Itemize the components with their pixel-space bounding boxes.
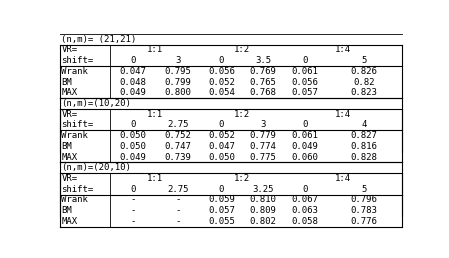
Text: 5: 5 <box>361 56 367 65</box>
Text: 1:1: 1:1 <box>147 45 163 54</box>
Text: 0.059: 0.059 <box>208 195 235 204</box>
Text: 0.747: 0.747 <box>164 142 191 151</box>
Text: (n,m)= (21,21): (n,m)= (21,21) <box>62 35 136 44</box>
Text: 0.054: 0.054 <box>208 88 235 97</box>
Text: (n,m)=(20,10): (n,m)=(20,10) <box>62 163 131 172</box>
Text: VR=: VR= <box>62 110 78 119</box>
Text: 0.063: 0.063 <box>291 206 318 215</box>
Text: 0: 0 <box>130 185 135 194</box>
Text: 0.061: 0.061 <box>291 67 318 76</box>
Text: 0.047: 0.047 <box>119 67 146 76</box>
Text: 0.809: 0.809 <box>250 206 277 215</box>
Text: 0.796: 0.796 <box>351 195 378 204</box>
Text: 0.776: 0.776 <box>351 217 378 226</box>
Text: BM: BM <box>62 206 72 215</box>
Text: 0.060: 0.060 <box>291 152 318 162</box>
Text: -: - <box>130 195 135 204</box>
Text: BM: BM <box>62 142 72 151</box>
Text: 0.827: 0.827 <box>351 131 378 140</box>
Text: 0.765: 0.765 <box>250 78 277 87</box>
Text: 0.061: 0.061 <box>291 131 318 140</box>
Text: -: - <box>175 217 180 226</box>
Text: 1:1: 1:1 <box>147 110 163 119</box>
Text: 0.800: 0.800 <box>164 88 191 97</box>
Text: 0.050: 0.050 <box>208 152 235 162</box>
Text: 0.783: 0.783 <box>351 206 378 215</box>
Text: 0.802: 0.802 <box>250 217 277 226</box>
Text: 0.052: 0.052 <box>208 131 235 140</box>
Text: 0.826: 0.826 <box>351 67 378 76</box>
Text: MAX: MAX <box>62 88 78 97</box>
Text: 1:2: 1:2 <box>234 174 251 183</box>
Text: 0.052: 0.052 <box>208 78 235 87</box>
Text: 0.795: 0.795 <box>164 67 191 76</box>
Text: shift=: shift= <box>62 120 93 130</box>
Text: VR=: VR= <box>62 45 78 54</box>
Text: 3: 3 <box>260 120 266 130</box>
Text: Wrank: Wrank <box>62 67 88 76</box>
Text: VR=: VR= <box>62 174 78 183</box>
Text: -: - <box>130 217 135 226</box>
Text: 0.050: 0.050 <box>119 142 146 151</box>
Text: 1:2: 1:2 <box>234 110 251 119</box>
Text: 0: 0 <box>219 185 224 194</box>
Text: 0.056: 0.056 <box>208 67 235 76</box>
Text: -: - <box>175 206 180 215</box>
Text: 3.5: 3.5 <box>255 56 271 65</box>
Text: Wrank: Wrank <box>62 131 88 140</box>
Text: 0.049: 0.049 <box>291 142 318 151</box>
Text: 0.055: 0.055 <box>208 217 235 226</box>
Text: 0.82: 0.82 <box>353 78 375 87</box>
Text: -: - <box>130 206 135 215</box>
Text: (n,m)=(10,20): (n,m)=(10,20) <box>62 99 131 108</box>
Text: 0.799: 0.799 <box>164 78 191 87</box>
Text: 0.768: 0.768 <box>250 88 277 97</box>
Text: MAX: MAX <box>62 217 78 226</box>
Text: 0.058: 0.058 <box>291 217 318 226</box>
Text: 0: 0 <box>130 56 135 65</box>
Text: 0.050: 0.050 <box>119 131 146 140</box>
Text: 0.775: 0.775 <box>250 152 277 162</box>
Text: shift=: shift= <box>62 56 93 65</box>
Text: 0.823: 0.823 <box>351 88 378 97</box>
Text: 0.779: 0.779 <box>250 131 277 140</box>
Text: 0: 0 <box>130 120 135 130</box>
Text: 0.057: 0.057 <box>208 206 235 215</box>
Text: 1:4: 1:4 <box>335 110 351 119</box>
Text: 2.75: 2.75 <box>167 120 189 130</box>
Text: 2.75: 2.75 <box>167 185 189 194</box>
Text: 0: 0 <box>219 120 224 130</box>
Text: 0: 0 <box>219 56 224 65</box>
Text: 0.810: 0.810 <box>250 195 277 204</box>
Text: 0.049: 0.049 <box>119 88 146 97</box>
Text: Wrank: Wrank <box>62 195 88 204</box>
Text: 3: 3 <box>175 56 180 65</box>
Text: 0.828: 0.828 <box>351 152 378 162</box>
Text: 1:2: 1:2 <box>234 45 251 54</box>
Text: 0.067: 0.067 <box>291 195 318 204</box>
Text: 0.752: 0.752 <box>164 131 191 140</box>
Text: 1:1: 1:1 <box>147 174 163 183</box>
Text: 5: 5 <box>361 185 367 194</box>
Text: BM: BM <box>62 78 72 87</box>
Text: 0: 0 <box>302 185 308 194</box>
Text: 0.769: 0.769 <box>250 67 277 76</box>
Text: 0.049: 0.049 <box>119 152 146 162</box>
Text: 0.816: 0.816 <box>351 142 378 151</box>
Text: 0.047: 0.047 <box>208 142 235 151</box>
Text: 1:4: 1:4 <box>335 174 351 183</box>
Text: 0.048: 0.048 <box>119 78 146 87</box>
Text: 0.774: 0.774 <box>250 142 277 151</box>
Text: shift=: shift= <box>62 185 93 194</box>
Text: 0.056: 0.056 <box>291 78 318 87</box>
Text: 0: 0 <box>302 120 308 130</box>
Text: 3.25: 3.25 <box>252 185 274 194</box>
Text: 4: 4 <box>361 120 367 130</box>
Text: -: - <box>175 195 180 204</box>
Text: MAX: MAX <box>62 152 78 162</box>
Text: 1:4: 1:4 <box>335 45 351 54</box>
Text: 0.739: 0.739 <box>164 152 191 162</box>
Text: 0.057: 0.057 <box>291 88 318 97</box>
Text: 0: 0 <box>302 56 308 65</box>
